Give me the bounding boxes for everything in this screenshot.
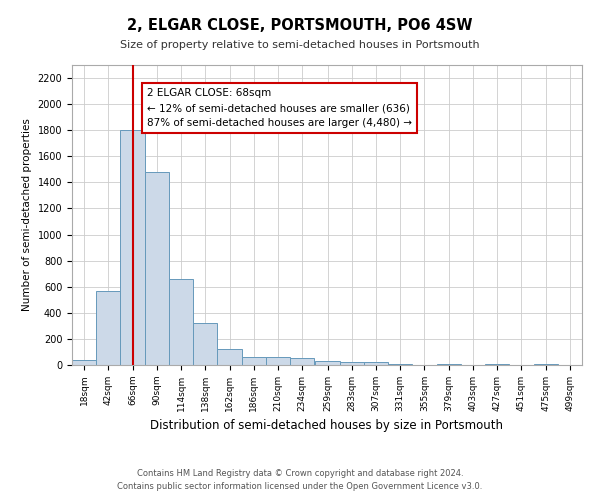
Bar xyxy=(437,364,461,365)
Bar xyxy=(316,361,340,365)
Text: 2 ELGAR CLOSE: 68sqm
← 12% of semi-detached houses are smaller (636)
87% of semi: 2 ELGAR CLOSE: 68sqm ← 12% of semi-detac… xyxy=(147,88,412,128)
Bar xyxy=(72,360,96,365)
Bar xyxy=(145,172,169,365)
Bar xyxy=(242,356,266,365)
X-axis label: Distribution of semi-detached houses by size in Portsmouth: Distribution of semi-detached houses by … xyxy=(151,420,503,432)
Text: Contains HM Land Registry data © Crown copyright and database right 2024.: Contains HM Land Registry data © Crown c… xyxy=(137,468,463,477)
Text: Size of property relative to semi-detached houses in Portsmouth: Size of property relative to semi-detach… xyxy=(120,40,480,50)
Bar xyxy=(193,322,217,365)
Bar xyxy=(485,364,509,365)
Bar xyxy=(290,358,314,365)
Bar xyxy=(217,350,242,365)
Text: 2, ELGAR CLOSE, PORTSMOUTH, PO6 4SW: 2, ELGAR CLOSE, PORTSMOUTH, PO6 4SW xyxy=(127,18,473,32)
Bar xyxy=(266,357,290,365)
Bar xyxy=(364,362,388,365)
Bar xyxy=(340,362,364,365)
Bar xyxy=(388,364,412,365)
Bar xyxy=(533,364,558,365)
Bar xyxy=(169,279,193,365)
Bar xyxy=(96,290,121,365)
Bar xyxy=(121,130,145,365)
Y-axis label: Number of semi-detached properties: Number of semi-detached properties xyxy=(22,118,32,312)
Text: Contains public sector information licensed under the Open Government Licence v3: Contains public sector information licen… xyxy=(118,482,482,491)
